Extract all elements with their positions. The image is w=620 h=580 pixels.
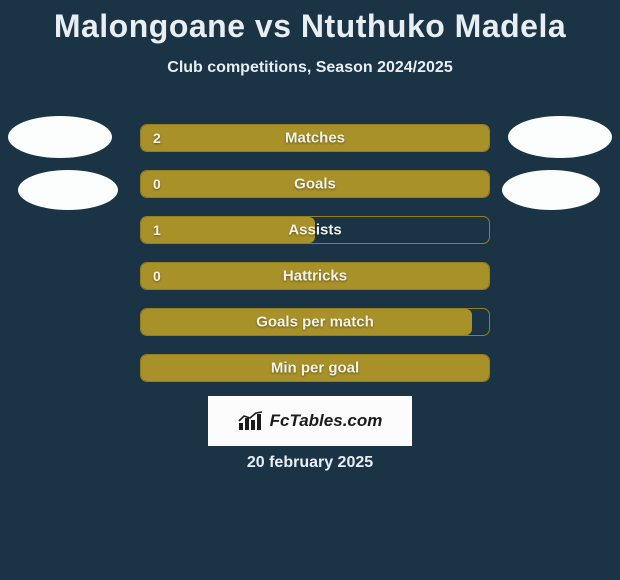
stat-label: Min per goal [271, 360, 359, 377]
stat-label: Goals per match [256, 314, 374, 331]
page-title: Malongoane vs Ntuthuko Madela [0, 0, 620, 45]
stat-label: Goals [294, 176, 336, 193]
stats-bars: 2 Matches 0 Goals 1 Assists 0 Hattricks … [140, 124, 490, 400]
source-badge: FcTables.com [208, 396, 412, 446]
date-label: 20 february 2025 [247, 454, 373, 472]
chart-icon [238, 411, 264, 431]
stat-row-goals: 0 Goals [140, 170, 490, 198]
stat-label: Matches [285, 130, 345, 147]
stat-row-matches: 2 Matches [140, 124, 490, 152]
stat-row-goals-per-match: Goals per match [140, 308, 490, 336]
player2-avatar-primary [508, 116, 612, 158]
stat-value: 0 [153, 268, 161, 284]
source-badge-text: FcTables.com [270, 411, 383, 431]
stat-row-hattricks: 0 Hattricks [140, 262, 490, 290]
subtitle: Club competitions, Season 2024/2025 [0, 59, 620, 77]
stat-value: 1 [153, 222, 161, 238]
stat-row-assists: 1 Assists [140, 216, 490, 244]
player2-avatar-secondary [502, 170, 600, 210]
player1-avatar-primary [8, 116, 112, 158]
player1-avatar-secondary [18, 170, 118, 210]
stat-label: Assists [288, 222, 341, 239]
stat-value: 0 [153, 176, 161, 192]
stat-value: 2 [153, 130, 161, 146]
stat-label: Hattricks [283, 268, 347, 285]
stat-row-min-per-goal: Min per goal [140, 354, 490, 382]
